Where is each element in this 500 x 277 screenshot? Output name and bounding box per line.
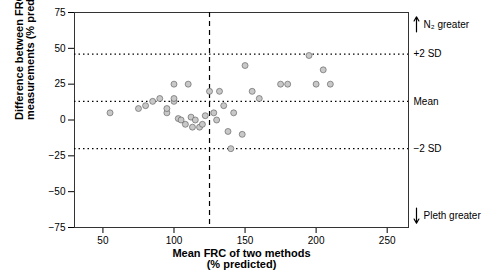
svg-text:Mean FRC of two methods(% pred: Mean FRC of two methods(% predicted) — [172, 247, 310, 270]
svg-text:50: 50 — [97, 235, 109, 246]
svg-text:Difference between FRCmeasurem: Difference between FRCmeasurements (% pr… — [13, 0, 36, 120]
svg-text:25: 25 — [54, 78, 66, 89]
svg-text:250: 250 — [379, 235, 396, 246]
svg-text:75: 75 — [54, 7, 66, 18]
svg-text:Pleth greater: Pleth greater — [424, 210, 482, 221]
svg-text:−75: −75 — [49, 222, 66, 233]
svg-text:−50: −50 — [49, 186, 66, 197]
svg-text:−25: −25 — [49, 150, 66, 161]
svg-text:N₂ greater: N₂ greater — [424, 19, 470, 30]
svg-text:Mean: Mean — [414, 96, 439, 107]
svg-text:−2 SD: −2 SD — [414, 143, 442, 154]
svg-text:+2 SD: +2 SD — [414, 48, 442, 59]
svg-text:100: 100 — [166, 235, 183, 246]
svg-text:0: 0 — [60, 114, 66, 125]
svg-text:150: 150 — [237, 235, 254, 246]
svg-text:50: 50 — [54, 43, 66, 54]
svg-text:200: 200 — [308, 235, 325, 246]
